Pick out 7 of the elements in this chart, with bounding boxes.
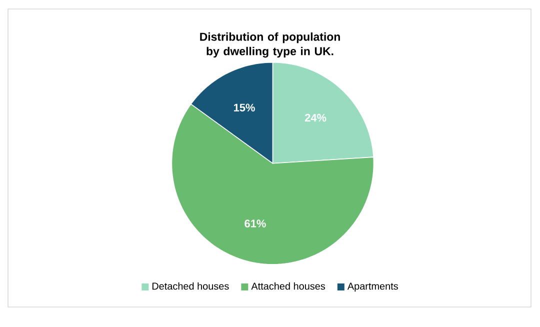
legend-label: Apartments	[347, 282, 398, 292]
data-label: 61%	[244, 220, 266, 228]
chart-title: Distribution of population by dwelling type in UK.	[200, 32, 340, 58]
legend-label: Detached houses	[152, 282, 229, 290]
legend-label: Attached houses	[251, 282, 326, 290]
data-label: 15%	[234, 104, 255, 112]
data-label: 24%	[304, 114, 326, 122]
